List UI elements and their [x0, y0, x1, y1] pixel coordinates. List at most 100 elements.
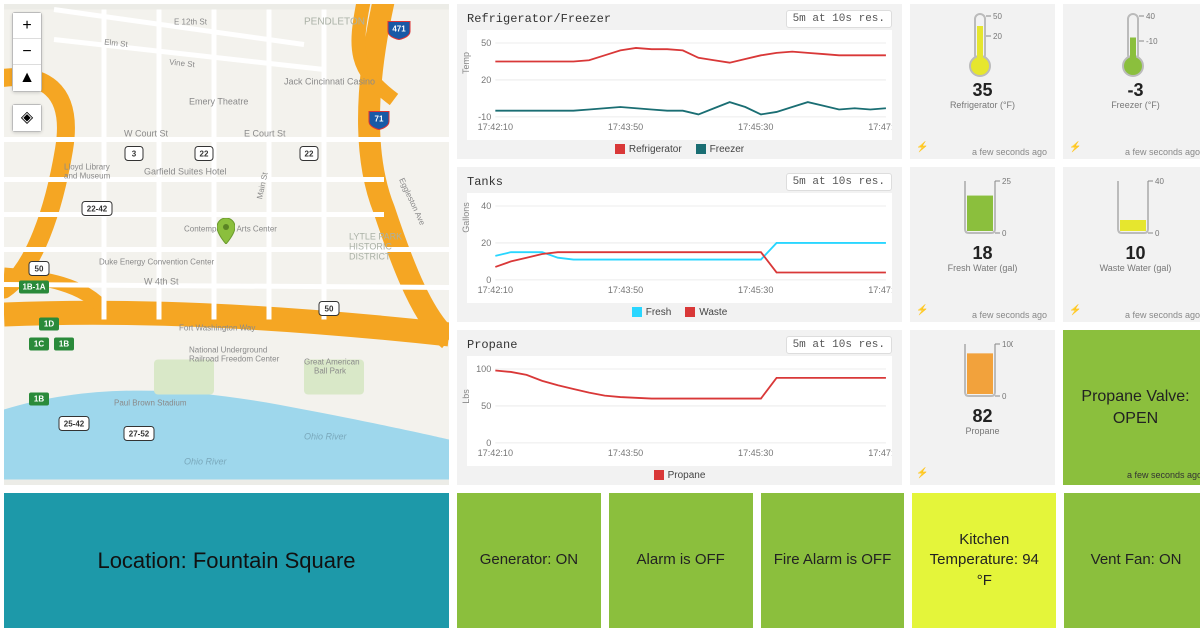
svg-text:100: 100 — [476, 364, 491, 374]
gauge-freezer: -1040 -3 Freezer (°F) a few seconds ago … — [1063, 4, 1200, 159]
chart-legend: RefrigeratorFreezer — [467, 140, 892, 155]
svg-text:Ball Park: Ball Park — [314, 367, 347, 376]
svg-text:0: 0 — [1002, 392, 1007, 401]
chart-panel-tanks: Tanks 5m at 10s res. Gallons 0204017:42:… — [457, 167, 902, 322]
svg-text:40: 40 — [1146, 12, 1155, 21]
chart-area[interactable]: Temp -10205017:42:1017:43:5017:45:3017:4… — [467, 30, 892, 140]
gauge-refrigerator: 2050 35 Refrigerator (°F) a few seconds … — [910, 4, 1055, 159]
chart-ylabel: Gallons — [461, 202, 471, 233]
svg-text:Great American: Great American — [304, 358, 360, 367]
svg-text:0: 0 — [486, 438, 491, 448]
chart-panel-propane: Propane 5m at 10s res. Lbs 05010017:42:1… — [457, 330, 902, 485]
layers-button[interactable]: ◈ — [13, 105, 41, 131]
svg-text:17:45:30: 17:45:30 — [738, 285, 773, 295]
svg-text:71: 71 — [375, 115, 384, 124]
chart-panel-refrigerator: Refrigerator/Freezer 5m at 10s res. Temp… — [457, 4, 902, 159]
gauge-label: Waste Water (gal) — [1100, 264, 1172, 274]
svg-text:40: 40 — [481, 201, 491, 211]
gauge-label: Propane — [965, 427, 999, 437]
svg-text:17:45:30: 17:45:30 — [738, 448, 773, 458]
chart-resolution-tag: 5m at 10s res. — [786, 173, 892, 191]
power-icon: ⚡ — [916, 142, 928, 153]
svg-text:17:43:50: 17:43:50 — [608, 448, 643, 458]
svg-text:Emery Theatre: Emery Theatre — [189, 97, 248, 107]
chart-area[interactable]: Lbs 05010017:42:1017:43:5017:45:3017:47:… — [467, 356, 892, 466]
svg-text:1B: 1B — [59, 340, 69, 349]
status-tile[interactable]: Fire Alarm is OFF — [761, 493, 905, 628]
svg-text:Jack Cincinnati Casino: Jack Cincinnati Casino — [284, 77, 375, 87]
svg-text:40: 40 — [1155, 177, 1164, 186]
svg-text:W Court St: W Court St — [124, 129, 169, 139]
gauge-value: 10 — [1125, 243, 1145, 264]
gauge-propane: 0100 82 Propane ⚡ — [910, 330, 1055, 485]
svg-text:25-42: 25-42 — [64, 420, 85, 429]
status-tile[interactable]: Alarm is OFF — [609, 493, 753, 628]
svg-text:0: 0 — [1002, 229, 1007, 238]
svg-text:and Museum: and Museum — [64, 172, 111, 181]
chart-area[interactable]: Gallons 0204017:42:1017:43:5017:45:3017:… — [467, 193, 892, 303]
svg-text:1C: 1C — [34, 340, 44, 349]
svg-text:LYTLE PARK: LYTLE PARK — [349, 232, 402, 242]
svg-text:Duke Energy Convention Center: Duke Energy Convention Center — [99, 258, 215, 267]
svg-text:17:47:10: 17:47:10 — [868, 448, 892, 458]
locate-button[interactable]: ▲ — [13, 65, 41, 91]
location-tile[interactable]: Location: Fountain Square — [4, 493, 449, 628]
gauge-label: Refrigerator (°F) — [950, 101, 1015, 111]
svg-text:W 4th St: W 4th St — [144, 277, 179, 287]
svg-text:E 12th St: E 12th St — [174, 18, 208, 27]
gauge-label: Freezer (°F) — [1111, 101, 1160, 111]
svg-text:1B: 1B — [34, 395, 44, 404]
svg-text:50: 50 — [325, 305, 334, 314]
svg-text:PENDLETON: PENDLETON — [304, 17, 365, 28]
map-marker-icon[interactable] — [217, 218, 235, 244]
svg-text:HISTORIC: HISTORIC — [349, 242, 392, 252]
svg-text:27-52: 27-52 — [129, 430, 150, 439]
svg-text:Ohio River: Ohio River — [184, 457, 228, 467]
valve-status-tile[interactable]: Propane Valve: OPEN a few seconds ago — [1063, 330, 1200, 485]
gauge-fresh-water: 025 18 Fresh Water (gal) a few seconds a… — [910, 167, 1055, 322]
status-tile[interactable]: Generator: ON — [457, 493, 601, 628]
gauge-value: -3 — [1127, 80, 1143, 101]
svg-text:Garfield Suites Hotel: Garfield Suites Hotel — [144, 167, 227, 177]
chart-resolution-tag: 5m at 10s res. — [786, 336, 892, 354]
svg-text:17:42:10: 17:42:10 — [478, 122, 513, 132]
power-icon: ⚡ — [1069, 142, 1081, 153]
svg-text:-10: -10 — [478, 112, 491, 122]
status-row: Generator: ONAlarm is OFFFire Alarm is O… — [457, 493, 1200, 628]
svg-text:Ohio River: Ohio River — [304, 432, 348, 442]
svg-text:Railroad Freedom Center: Railroad Freedom Center — [189, 355, 280, 364]
gauge-value: 82 — [972, 406, 992, 427]
svg-text:50: 50 — [993, 12, 1002, 21]
power-icon: ⚡ — [916, 305, 928, 316]
chart-legend: FreshWaste — [467, 303, 892, 318]
status-tile[interactable]: Vent Fan: ON — [1064, 493, 1200, 628]
svg-text:Fort Washington Way: Fort Washington Way — [179, 324, 255, 333]
gauge-timestamp: a few seconds ago — [972, 147, 1051, 157]
valve-timestamp: a few seconds ago — [1127, 469, 1200, 481]
gauge-label: Fresh Water (gal) — [948, 264, 1018, 274]
svg-text:17:47:10: 17:47:10 — [868, 122, 892, 132]
svg-text:17:43:50: 17:43:50 — [608, 122, 643, 132]
chart-title: Tanks — [467, 175, 503, 189]
gauge-timestamp: a few seconds ago — [1125, 147, 1200, 157]
svg-text:17:42:10: 17:42:10 — [478, 448, 513, 458]
status-tile[interactable]: Kitchen Temperature: 94 °F — [912, 493, 1056, 628]
chart-legend: Propane — [467, 466, 892, 481]
svg-text:17:47:10: 17:47:10 — [868, 285, 892, 295]
svg-text:17:45:30: 17:45:30 — [738, 122, 773, 132]
svg-text:3: 3 — [132, 150, 137, 159]
chart-title: Refrigerator/Freezer — [467, 12, 611, 26]
gauge-timestamp: a few seconds ago — [972, 310, 1051, 320]
chart-title: Propane — [467, 338, 517, 352]
svg-text:0: 0 — [1155, 229, 1160, 238]
svg-text:50: 50 — [481, 401, 491, 411]
svg-text:22-42: 22-42 — [87, 205, 108, 214]
chart-ylabel: Temp — [461, 52, 471, 74]
zoom-out-button[interactable]: − — [13, 39, 41, 65]
map-layers-control: ◈ — [12, 104, 42, 132]
svg-text:20: 20 — [481, 238, 491, 248]
map-panel[interactable]: W Court St E Court St W 4th St PENDLETON… — [4, 4, 449, 485]
zoom-in-button[interactable]: + — [13, 13, 41, 39]
svg-text:25: 25 — [1002, 177, 1011, 186]
map-canvas[interactable]: W Court St E Court St W 4th St PENDLETON… — [4, 4, 449, 485]
